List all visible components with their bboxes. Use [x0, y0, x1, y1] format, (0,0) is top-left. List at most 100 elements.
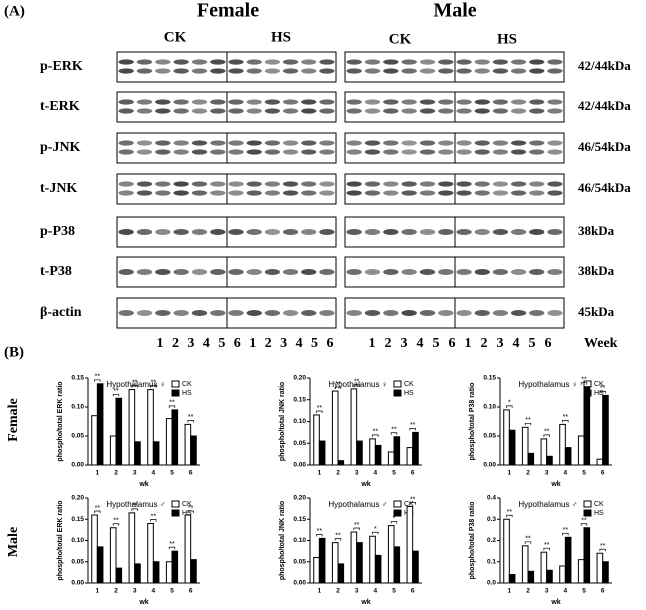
blot-band	[136, 149, 153, 155]
significance-bracket	[168, 546, 176, 550]
week-label: Week	[584, 336, 618, 351]
significance-label: **	[600, 543, 606, 550]
blot-band	[136, 181, 153, 187]
x-axis-label: wk	[138, 599, 148, 606]
blot-band	[155, 68, 171, 74]
significance-bracket	[334, 538, 342, 541]
blot-band	[510, 181, 527, 187]
significance-label: **	[188, 505, 194, 512]
legend-label: CK	[594, 501, 604, 508]
blot-band	[492, 269, 509, 275]
bar	[527, 452, 535, 466]
blot-band	[118, 310, 134, 316]
sex-label: Female	[197, 0, 259, 22]
blot-band	[438, 181, 454, 187]
blot-band	[191, 59, 208, 65]
blot-band	[419, 99, 436, 105]
bar	[350, 531, 358, 584]
blot-band	[547, 99, 563, 105]
x-tick-label: 3	[545, 588, 549, 595]
x-tick-label: 1	[508, 588, 512, 595]
significance-bracket	[187, 510, 194, 513]
significance-label: **	[317, 405, 323, 412]
blot-band	[364, 68, 381, 74]
blot-band	[529, 269, 545, 275]
blot-band	[136, 310, 153, 316]
blot-band	[419, 140, 436, 146]
significance-label: **	[563, 527, 569, 534]
significance-label: **	[317, 528, 323, 535]
blot-band	[228, 269, 244, 275]
bar	[331, 390, 339, 466]
significance-bracket	[506, 514, 513, 518]
x-tick-label: 6	[411, 470, 415, 477]
x-tick-label: 4	[374, 588, 378, 595]
x-tick-label: 2	[114, 588, 118, 595]
bar	[596, 458, 604, 466]
group-label: CK	[389, 31, 412, 47]
bar	[96, 546, 104, 584]
blot-band	[264, 229, 281, 235]
blot-band	[264, 59, 281, 65]
blot-band	[301, 269, 317, 275]
blot-band	[401, 140, 417, 146]
blot-size: 46/54kDa	[578, 139, 631, 154]
legend-label: HS	[404, 390, 414, 397]
significance-label: **	[600, 385, 606, 392]
blot-band	[282, 140, 299, 146]
blot-band	[301, 310, 317, 316]
blot-band	[264, 190, 281, 196]
significance-bracket	[580, 523, 588, 526]
blot-band	[210, 181, 226, 187]
bar	[559, 565, 566, 584]
blot-band	[346, 59, 362, 65]
blot-band	[364, 190, 381, 196]
significance-label: **	[169, 541, 175, 548]
blot-band	[191, 190, 208, 196]
x-tick-label: 2	[336, 470, 340, 477]
significance-bracket	[390, 432, 398, 435]
blot-band	[438, 59, 454, 65]
blot-band	[210, 310, 226, 316]
blot-band	[246, 108, 262, 114]
blot-band	[492, 140, 509, 146]
chart-title: Hypothalamus ♂	[518, 500, 577, 509]
blot-band	[319, 269, 335, 275]
blot-band	[173, 269, 189, 275]
blot-band	[191, 149, 208, 155]
blot-band	[346, 149, 362, 155]
significance-label: **	[151, 379, 157, 386]
blot-band	[364, 269, 381, 275]
bar	[171, 550, 179, 584]
blot-band	[419, 59, 436, 65]
y-tick-label: 0.15	[71, 516, 84, 523]
group-label: HS	[497, 31, 517, 47]
bar	[109, 527, 117, 584]
bar	[583, 386, 591, 466]
week-number: 1	[369, 336, 376, 351]
significance-bracket	[543, 434, 550, 437]
blot-band	[529, 140, 545, 146]
bar	[559, 423, 566, 466]
week-number: 1	[465, 336, 472, 351]
blot-band	[547, 310, 563, 316]
blot-band	[383, 181, 399, 187]
y-tick-label: 0.15	[483, 375, 496, 382]
blot-band	[191, 68, 208, 74]
bar	[134, 441, 141, 466]
significance-label: **	[188, 414, 194, 421]
week-number: 5	[218, 336, 225, 351]
blot-band	[173, 229, 189, 235]
week-number: 5	[311, 336, 318, 351]
bar	[331, 542, 339, 584]
blot-band	[346, 108, 362, 114]
week-number: 4	[513, 336, 520, 351]
blot-band	[419, 190, 436, 196]
blot-band	[210, 99, 226, 105]
blot-band	[438, 108, 454, 114]
blot-band	[228, 59, 244, 65]
blot-band	[547, 108, 563, 114]
blot-band	[155, 310, 171, 316]
blot-band	[191, 181, 208, 187]
blot-band	[419, 108, 436, 114]
